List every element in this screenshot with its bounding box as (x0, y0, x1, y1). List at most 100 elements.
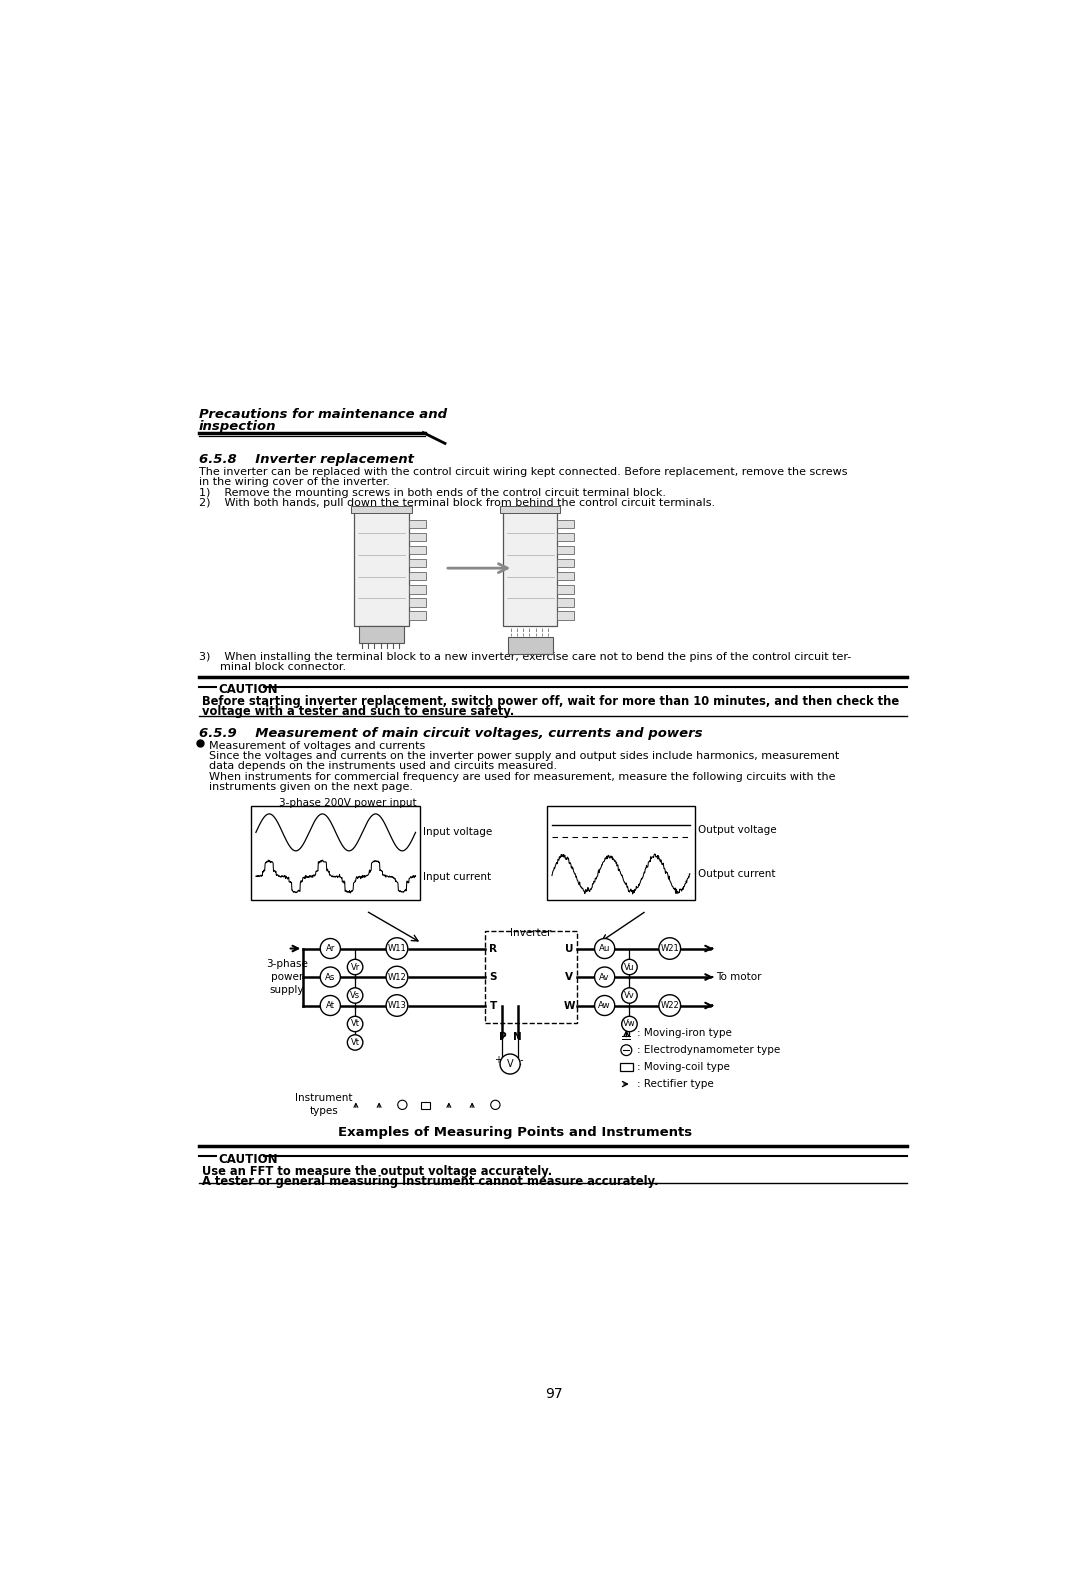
Bar (408, 520, 426, 527)
Circle shape (595, 995, 615, 1015)
Text: 3)    When installing the terminal block to a new inverter, exercise care not to: 3) When installing the terminal block to… (199, 653, 851, 662)
Text: Au: Au (599, 944, 610, 954)
Circle shape (348, 960, 363, 974)
Text: Vv: Vv (624, 992, 635, 1000)
Text: : Electrodynamometer type: : Electrodynamometer type (637, 1045, 781, 1055)
Text: Precautions for maintenance and: Precautions for maintenance and (199, 409, 447, 421)
Text: 97: 97 (544, 1388, 563, 1402)
Text: Vt: Vt (351, 1038, 360, 1047)
Text: Input voltage: Input voltage (423, 827, 492, 838)
Circle shape (321, 938, 340, 958)
Bar (557, 572, 575, 580)
Text: The inverter can be replaced with the control circuit wiring kept connected. Bef: The inverter can be replaced with the co… (199, 467, 847, 477)
Text: +: + (495, 1055, 502, 1064)
Text: Inverter: Inverter (511, 928, 552, 938)
Text: Instrument
types: Instrument types (295, 1093, 353, 1117)
Text: U: U (565, 944, 573, 954)
Bar (557, 599, 575, 607)
Bar (408, 572, 426, 580)
Circle shape (348, 988, 363, 1003)
Text: W13: W13 (388, 1001, 406, 1011)
Text: When instruments for commercial frequency are used for measurement, measure the : When instruments for commercial frequenc… (208, 771, 835, 782)
Text: Vw: Vw (623, 1020, 636, 1028)
Text: N: N (513, 1033, 523, 1042)
Text: W11: W11 (388, 944, 406, 954)
Text: 1)    Remove the mounting screws in both ends of the control circuit terminal bl: 1) Remove the mounting screws in both en… (199, 488, 665, 497)
Text: data depends on the instruments used and circuits measured.: data depends on the instruments used and… (208, 762, 557, 771)
Circle shape (659, 995, 680, 1017)
Bar (359, 626, 404, 643)
Text: W: W (564, 1001, 575, 1011)
Bar (557, 532, 575, 542)
Text: To motor: To motor (716, 973, 761, 982)
Text: Aw: Aw (598, 1001, 611, 1011)
Bar (408, 584, 426, 594)
Text: Vr: Vr (351, 963, 360, 971)
Bar (351, 505, 411, 513)
Circle shape (348, 1017, 363, 1031)
Text: R: R (489, 944, 497, 954)
Circle shape (595, 966, 615, 987)
Text: Since the voltages and currents on the inverter power supply and output sides in: Since the voltages and currents on the i… (208, 751, 839, 762)
Circle shape (622, 1017, 637, 1031)
Bar (557, 559, 575, 567)
Text: S: S (489, 973, 497, 982)
Text: 6.5.8    Inverter replacement: 6.5.8 Inverter replacement (199, 453, 414, 466)
Bar (252, 806, 420, 900)
Text: T: T (489, 1001, 497, 1011)
Text: 2)    With both hands, pull down the terminal block from behind the control circ: 2) With both hands, pull down the termin… (199, 497, 715, 508)
Text: Examples of Measuring Points and Instruments: Examples of Measuring Points and Instrum… (338, 1126, 692, 1139)
Text: in the wiring cover of the inverter.: in the wiring cover of the inverter. (199, 477, 390, 488)
Text: P: P (499, 1033, 507, 1042)
Text: Vt: Vt (351, 1020, 360, 1028)
Bar (354, 510, 408, 626)
Bar (408, 599, 426, 607)
Text: CAUTION: CAUTION (218, 683, 279, 695)
Bar (620, 1063, 633, 1071)
Circle shape (622, 960, 637, 974)
Text: instruments given on the next page.: instruments given on the next page. (208, 782, 413, 792)
Text: Before starting inverter replacement, switch power off, wait for more than 10 mi: Before starting inverter replacement, sw… (202, 695, 900, 708)
Text: Vu: Vu (624, 963, 635, 971)
Text: : Rectifier type: : Rectifier type (637, 1079, 714, 1090)
Circle shape (386, 995, 408, 1017)
Text: -: - (519, 1055, 524, 1064)
Text: Av: Av (599, 973, 610, 982)
Circle shape (386, 938, 408, 960)
Text: V: V (565, 973, 573, 982)
Bar (557, 584, 575, 594)
Text: W21: W21 (660, 944, 679, 954)
Circle shape (348, 1034, 363, 1050)
Bar (557, 520, 575, 527)
Text: V: V (507, 1060, 513, 1069)
Text: Output voltage: Output voltage (698, 825, 777, 835)
Text: Input current: Input current (423, 871, 491, 882)
Text: Ar: Ar (325, 944, 335, 954)
Text: inspection: inspection (199, 420, 276, 434)
Text: 3-phase 200V power input: 3-phase 200V power input (280, 798, 417, 808)
Text: 6.5.9    Measurement of main circuit voltages, currents and powers: 6.5.9 Measurement of main circuit voltag… (199, 727, 702, 740)
Text: CAUTION: CAUTION (218, 1153, 279, 1166)
Bar (548, 806, 694, 900)
Text: As: As (325, 973, 336, 982)
Bar (485, 931, 577, 1023)
Text: 3-phase
power
supply: 3-phase power supply (266, 960, 308, 995)
Text: Vs: Vs (350, 992, 360, 1000)
Circle shape (386, 966, 408, 988)
Bar (503, 510, 557, 626)
Text: W22: W22 (660, 1001, 679, 1011)
Text: : Moving-coil type: : Moving-coil type (637, 1063, 730, 1072)
Bar (508, 637, 553, 654)
Bar (421, 1102, 430, 1109)
Bar (408, 559, 426, 567)
Text: Use an FFT to measure the output voltage accurately.: Use an FFT to measure the output voltage… (202, 1164, 553, 1178)
Bar (500, 505, 561, 513)
Bar (408, 546, 426, 554)
Text: voltage with a tester and such to ensure safety.: voltage with a tester and such to ensure… (202, 705, 515, 718)
Text: Output current: Output current (698, 868, 775, 879)
Text: A tester or general measuring instrument cannot measure accurately.: A tester or general measuring instrument… (202, 1175, 659, 1188)
Text: Measurement of voltages and currents: Measurement of voltages and currents (208, 741, 424, 751)
Circle shape (321, 995, 340, 1015)
Bar (408, 611, 426, 619)
Circle shape (321, 966, 340, 987)
